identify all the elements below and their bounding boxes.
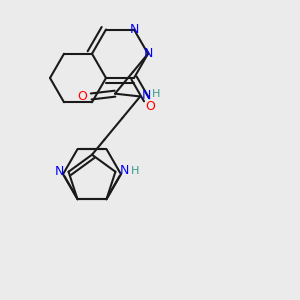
- Text: O: O: [146, 100, 155, 113]
- Text: H: H: [152, 89, 160, 100]
- Text: N: N: [129, 23, 139, 36]
- Text: N: N: [55, 165, 64, 178]
- Text: N: N: [120, 164, 129, 177]
- Text: N: N: [142, 89, 151, 102]
- Text: H: H: [131, 166, 140, 176]
- Text: N: N: [143, 47, 153, 60]
- Text: O: O: [77, 90, 87, 103]
